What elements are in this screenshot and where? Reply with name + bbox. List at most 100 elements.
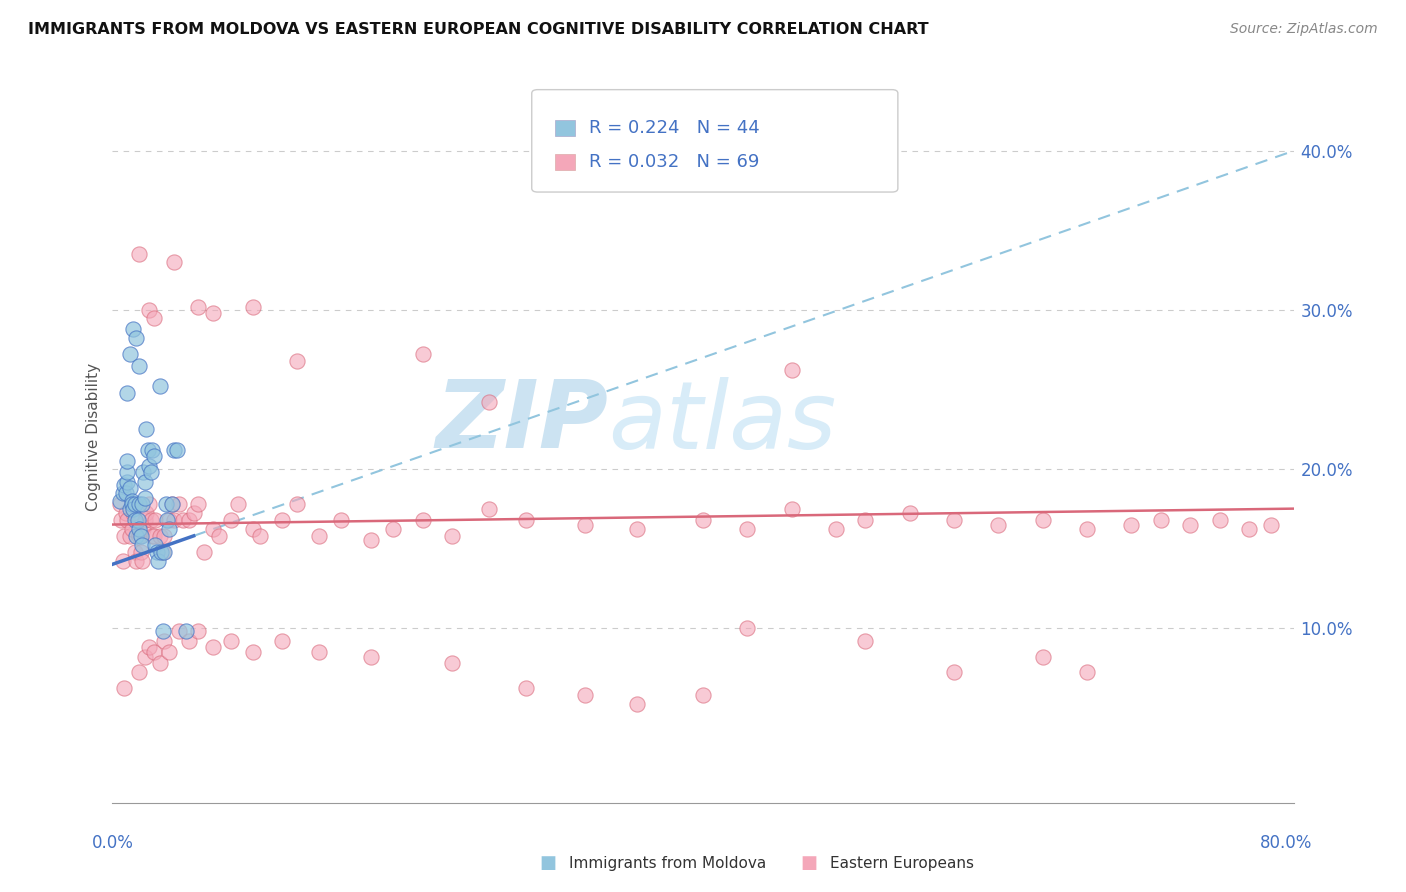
Point [142,310,165,325]
Point [128,665,150,680]
Text: ■: ■ [540,855,557,872]
Point [128,529,150,543]
Point [174,624,197,638]
Point [128,359,150,373]
Point [141,442,163,457]
Point [201,522,224,536]
Point [242,645,264,659]
Text: 0.0%: 0.0% [91,834,134,852]
Point [156,513,179,527]
FancyBboxPatch shape [555,154,575,170]
Point [127,513,149,527]
Point [360,649,382,664]
Point [441,656,464,670]
Point [136,442,159,457]
Point [131,538,153,552]
Point [135,422,157,436]
Point [179,633,201,648]
Point [201,306,224,320]
Point [112,681,135,696]
Point [114,507,136,521]
Point [129,544,152,558]
Point [128,497,150,511]
Point [167,497,190,511]
Point [574,517,596,532]
Point [122,507,145,521]
Text: Immigrants from Moldova: Immigrants from Moldova [569,856,766,871]
Point [117,454,138,468]
Point [242,522,264,536]
Point [179,513,201,527]
Point [152,624,174,638]
Point [124,513,146,527]
Point [122,322,145,336]
Point [124,497,146,511]
Point [111,554,134,568]
Point [1032,513,1054,527]
Point [153,633,176,648]
Point [135,507,157,521]
Point [148,554,170,568]
Point [125,554,148,568]
Point [146,544,169,558]
Point [308,529,330,543]
Point [157,645,180,659]
Point [226,497,249,511]
Point [131,554,153,568]
Point [942,513,965,527]
Point [143,538,166,552]
Text: IMMIGRANTS FROM MOLDOVA VS EASTERN EUROPEAN COGNITIVE DISABILITY CORRELATION CHA: IMMIGRANTS FROM MOLDOVA VS EASTERN EUROP… [28,22,929,37]
Text: Source: ZipAtlas.com: Source: ZipAtlas.com [1230,22,1378,37]
Point [112,477,135,491]
Point [249,529,271,543]
Point [382,522,405,536]
Point [121,522,143,536]
Point [574,688,596,702]
Text: ZIP: ZIP [436,376,609,468]
Point [411,513,433,527]
Point [120,481,142,495]
Point [111,485,134,500]
Point [898,507,921,521]
Point [308,645,330,659]
Point [120,501,142,516]
Point [780,501,803,516]
Point [441,529,464,543]
Point [167,624,190,638]
Text: atlas: atlas [609,377,837,468]
Text: ■: ■ [800,855,817,872]
Text: R = 0.224   N = 44: R = 0.224 N = 44 [589,119,759,136]
Point [149,379,172,393]
Point [108,493,131,508]
Point [134,513,156,527]
Point [1239,522,1261,536]
Point [1208,513,1232,527]
Point [124,544,146,558]
Point [125,331,148,345]
Point [141,529,163,543]
FancyBboxPatch shape [555,120,575,136]
Point [692,688,714,702]
Point [187,497,209,511]
Point [1032,649,1054,664]
Point [172,513,194,527]
Point [1260,517,1282,532]
Point [134,475,156,489]
Point [117,475,138,489]
Point [121,497,143,511]
Point [855,633,877,648]
Point [219,513,242,527]
Point [855,513,877,527]
Point [157,513,180,527]
Point [160,497,183,511]
Point [150,544,173,558]
Point [129,529,152,543]
Point [360,533,382,548]
Point [330,513,353,527]
Point [149,656,172,670]
Point [132,522,155,536]
Point [478,501,501,516]
Point [163,255,186,269]
Point [737,621,759,635]
Point [411,347,433,361]
